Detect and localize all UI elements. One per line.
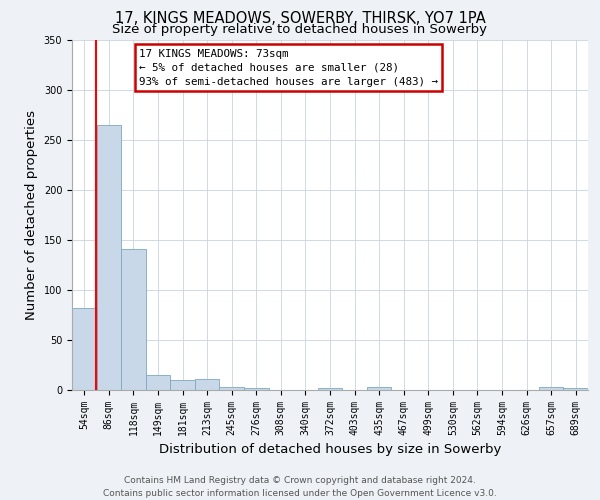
Bar [367,387,391,390]
Bar [539,387,563,390]
Text: Contains HM Land Registry data © Crown copyright and database right 2024.
Contai: Contains HM Land Registry data © Crown c… [103,476,497,498]
Y-axis label: Number of detached properties: Number of detached properties [25,110,38,320]
Bar [170,380,195,390]
Bar [146,375,170,390]
Text: 17 KINGS MEADOWS: 73sqm
← 5% of detached houses are smaller (28)
93% of semi-det: 17 KINGS MEADOWS: 73sqm ← 5% of detached… [139,49,438,87]
Text: 17, KINGS MEADOWS, SOWERBY, THIRSK, YO7 1PA: 17, KINGS MEADOWS, SOWERBY, THIRSK, YO7 … [115,11,485,26]
X-axis label: Distribution of detached houses by size in Sowerby: Distribution of detached houses by size … [159,444,501,456]
Bar [195,379,220,390]
Bar [97,125,121,390]
Bar [318,388,342,390]
Bar [563,388,588,390]
Bar [121,249,146,390]
Bar [220,387,244,390]
Text: Size of property relative to detached houses in Sowerby: Size of property relative to detached ho… [113,22,487,36]
Bar [244,388,269,390]
Bar [72,308,97,390]
